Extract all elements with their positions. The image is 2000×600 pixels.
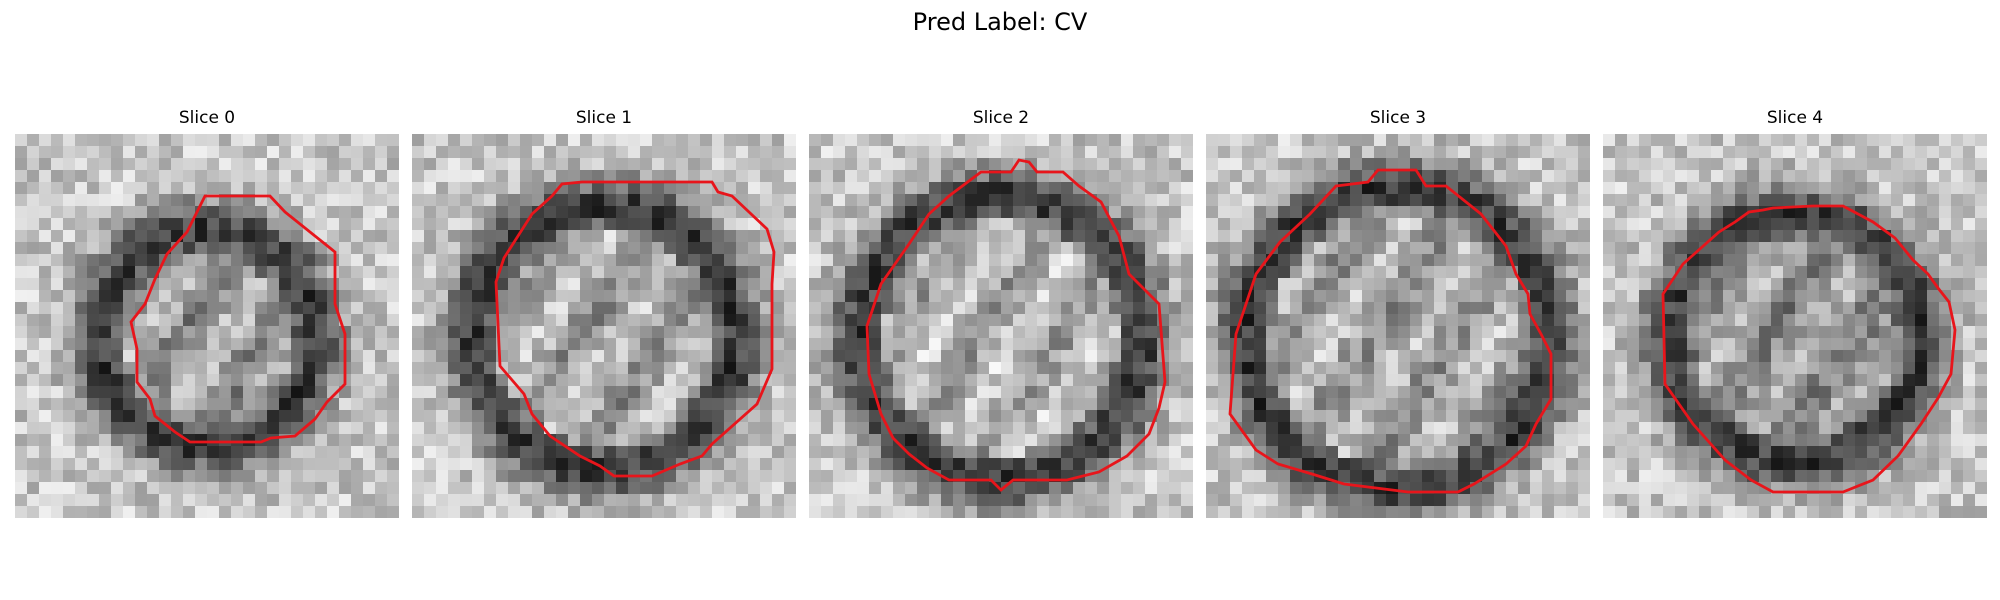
slice-image <box>412 134 796 518</box>
slice-title: Slice 0 <box>178 108 236 128</box>
slice-panel-2: Slice 2 <box>809 0 1193 520</box>
contour-outline <box>129 194 347 444</box>
figure-title: Pred Label: CV <box>912 8 1088 36</box>
slice-image <box>15 134 399 518</box>
slice-title: Slice 4 <box>1766 108 1824 128</box>
slice-panel-4: Slice 4 <box>1603 0 1987 520</box>
contour-outline <box>494 180 776 478</box>
slice-image <box>1206 134 1590 518</box>
slice-title: Slice 2 <box>972 108 1030 128</box>
slice-title: Slice 1 <box>575 108 633 128</box>
slice-panel-3: Slice 3 <box>1206 0 1590 520</box>
slice-image <box>1603 134 1987 518</box>
slice-panel-0: Slice 0 <box>15 0 399 520</box>
contour-outline <box>865 158 1167 492</box>
slice-title: Slice 3 <box>1369 108 1427 128</box>
contour-outline <box>1228 168 1553 494</box>
slice-panel-1: Slice 1 <box>412 0 796 520</box>
contour-outline <box>1661 204 1957 494</box>
